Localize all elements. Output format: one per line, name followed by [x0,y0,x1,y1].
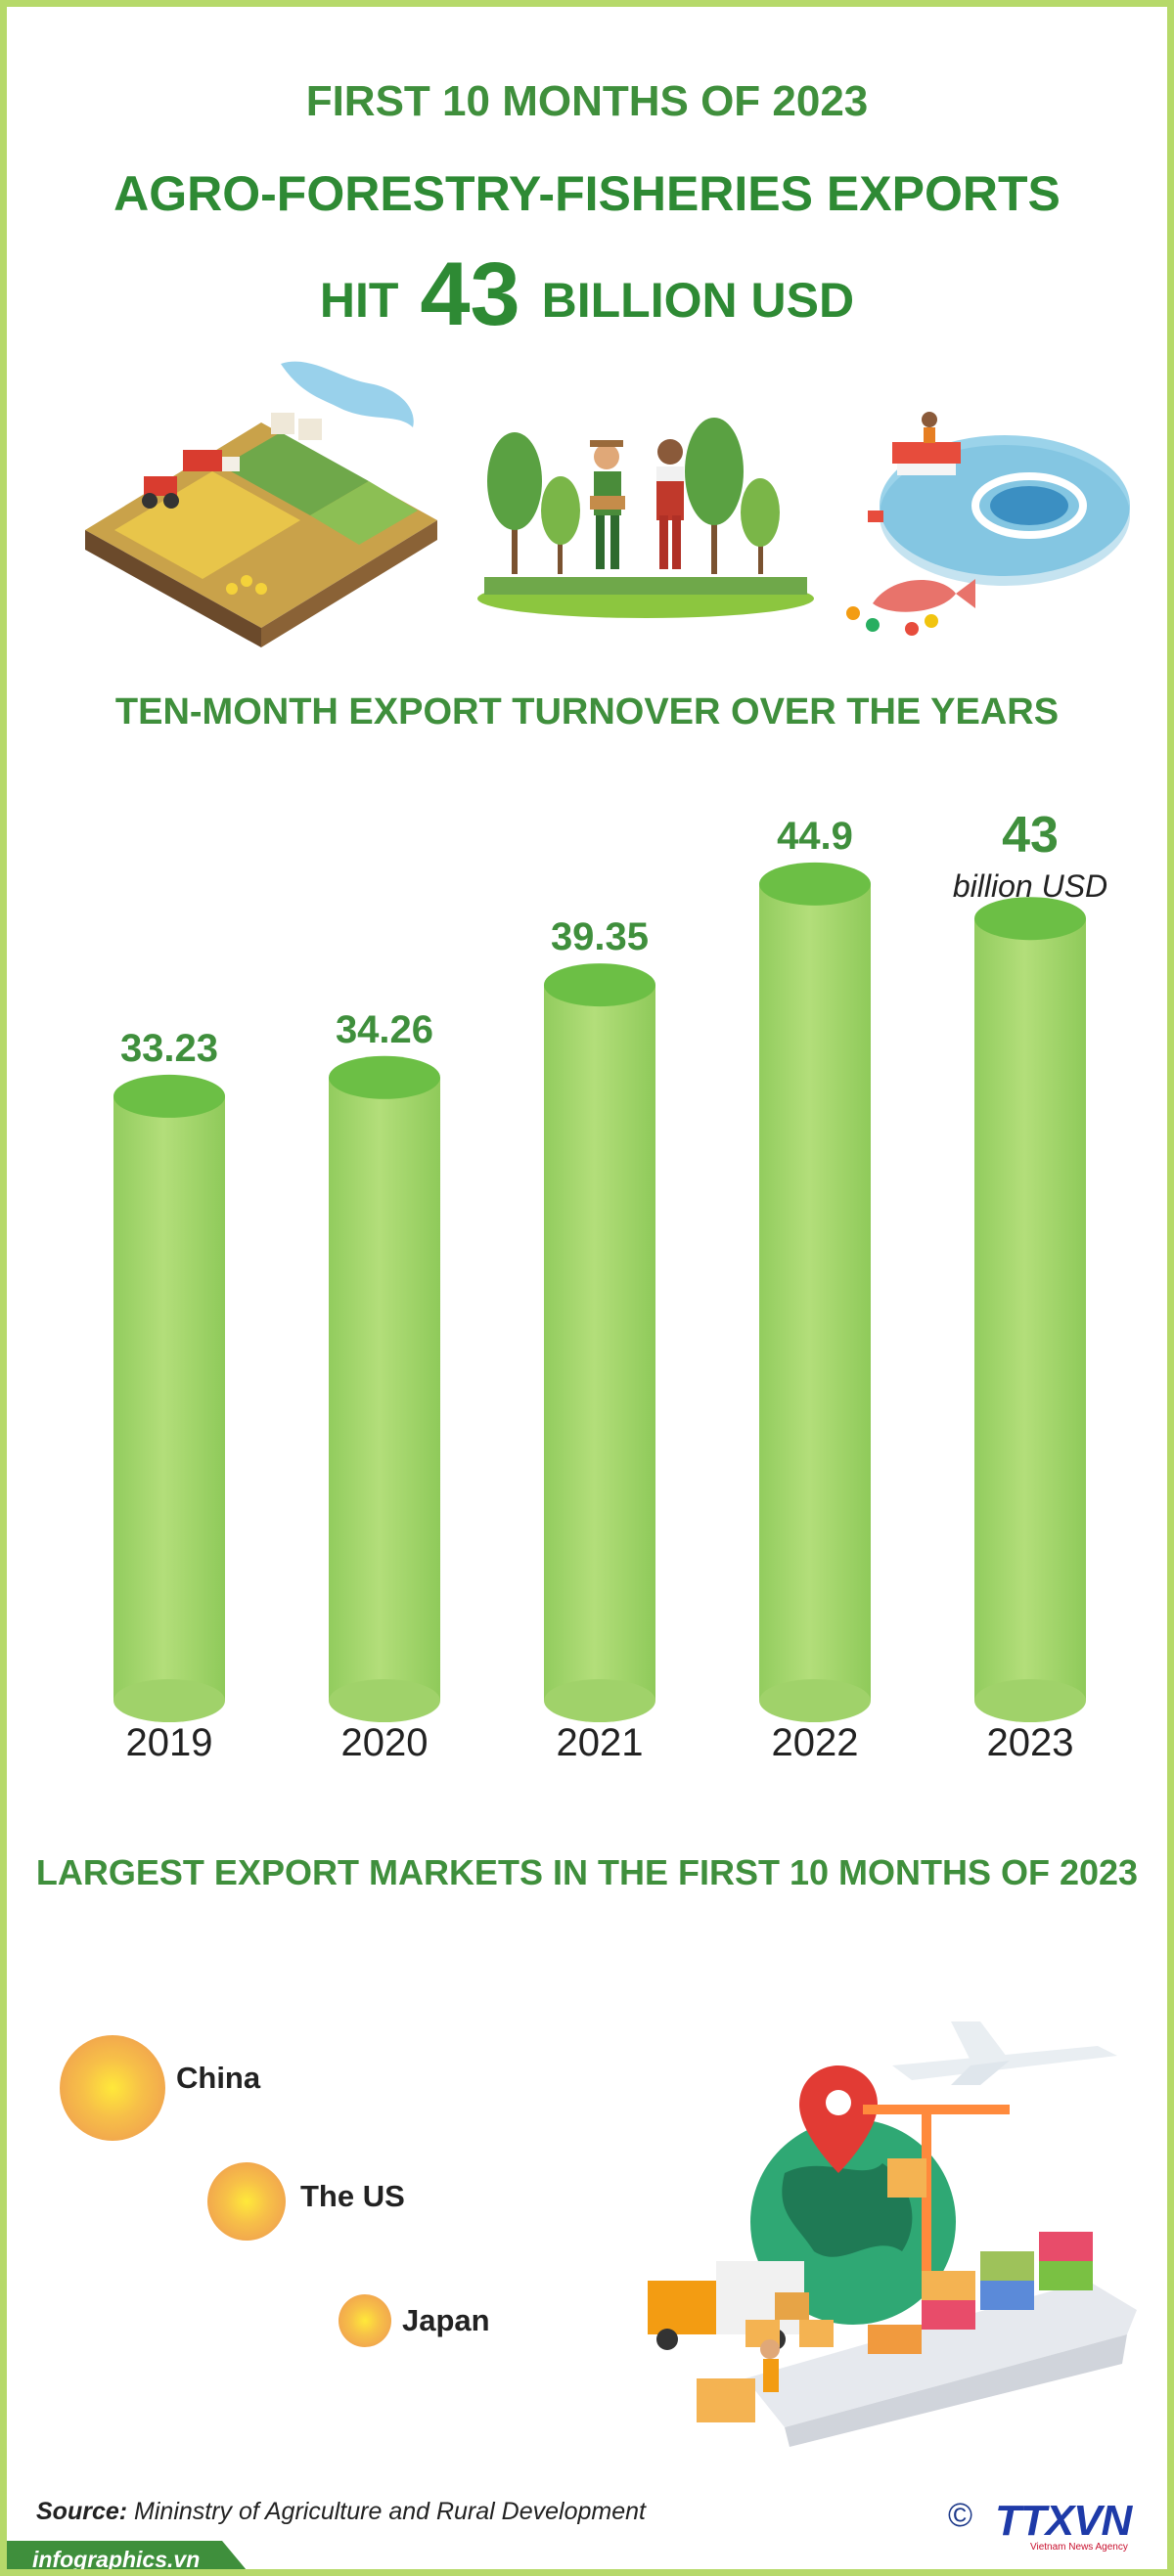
market-dot-japan [339,2294,391,2347]
header-subtitle: FIRST 10 MONTHS OF 2023 [305,77,869,125]
bar-base-2020 [329,1679,440,1722]
source-text: Mininstry of Agriculture and Rural Devel… [134,2498,646,2525]
bar-2021 [544,985,655,1701]
bar-2023 [974,918,1086,1701]
bar-top-2021 [544,963,655,1007]
footer-divider [232,2571,1174,2576]
source-label: Source: [36,2498,128,2525]
bar-2019 [113,1095,225,1701]
bar-base-2021 [544,1679,655,1722]
bar-top-2022 [759,862,871,906]
value-label-2020: 34.26 [336,1008,433,1051]
bar-2022 [759,883,871,1701]
header-headline: HIT 43 BILLION USD [7,244,1167,346]
bar-chart: 33.23 2019 34.26 2020 39.35 2021 44.9 2022 43 bil… [113,807,1107,1764]
market-label-us: The US [300,2179,405,2213]
bar-top-2019 [113,1074,225,1118]
market-label-china: China [176,2061,261,2095]
bar-base-2022 [759,1679,871,1722]
headline-number: 43 [420,244,520,344]
category-label-2019: 2019 [126,1721,213,1764]
footer-site-link[interactable]: infographics.vn [32,2547,201,2572]
bar-top-2020 [329,1055,440,1099]
value-label-2022: 44.9 [777,815,853,858]
logo-tagline: Vietnam News Agency [1030,2542,1128,2553]
farmers-illustration [477,418,814,618]
value-label-2021: 39.35 [551,915,649,958]
chart-title: TEN-MONTH EXPORT TURNOVER OVER THE YEARS [114,691,1060,733]
logistics-illustration [648,2021,1137,2447]
bar-base-2023 [974,1679,1086,1722]
market-dot-china [60,2035,165,2141]
markets-title: LARGEST EXPORT MARKETS IN THE FIRST 10 M… [35,1852,1139,1892]
bar-top-2023 [974,897,1086,941]
market-label-japan: Japan [402,2303,490,2337]
footer-bar [7,2541,251,2569]
bar-base-2019 [113,1679,225,1722]
aquaculture-illustration [846,412,1130,636]
category-label-2020: 2020 [341,1721,429,1764]
value-label-2019: 33.23 [120,1027,218,1070]
headline-prefix: HIT [319,273,399,328]
bar-2020 [329,1077,440,1701]
farm-illustration [85,361,437,647]
value-label-2023: 43 [1002,807,1059,864]
market-dot-us [207,2162,286,2241]
logo-wordmark: TTXVN [995,2497,1132,2545]
header-title: AGRO-FORESTRY-FISHERIES EXPORTS [113,166,1061,221]
category-label-2021: 2021 [557,1721,644,1764]
source-note: Source: Mininstry of Agriculture and Rur… [36,2498,646,2526]
category-label-2023: 2023 [987,1721,1074,1764]
copyright-symbol: © [948,2497,973,2534]
headline-suffix: BILLION USD [541,273,855,328]
category-label-2022: 2022 [772,1721,859,1764]
unit-label: billion USD [953,868,1107,904]
